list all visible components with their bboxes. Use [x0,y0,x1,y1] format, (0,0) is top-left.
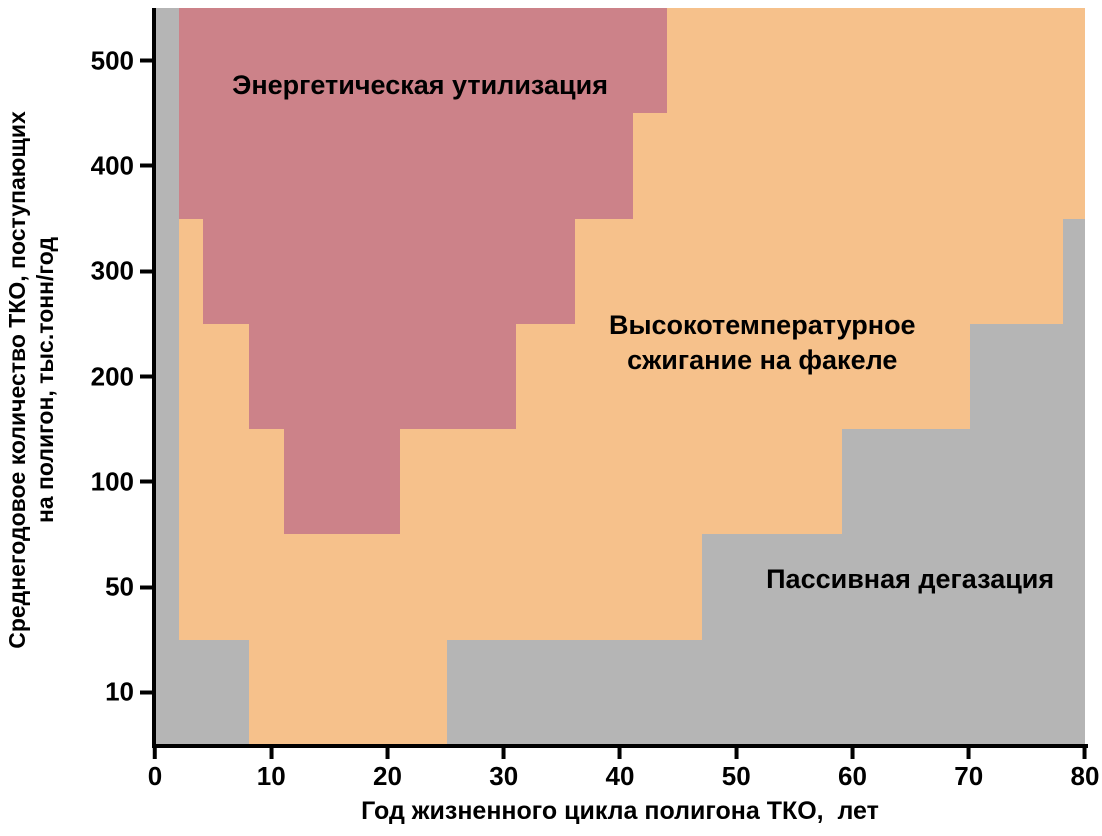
zone-label-flare-line2: сжигание на факеле [627,345,898,376]
y-tick-100: 100 [91,466,152,497]
x-tick-mark [734,748,739,759]
y-tick-200: 200 [91,361,152,392]
zone-segment-flare-band-200 [178,323,249,431]
x-tick-mark [1082,748,1087,759]
zone-segment-passive-band-300 [1061,218,1085,325]
y-tick-label: 10 [105,676,134,707]
y-tick-mark [140,585,152,590]
zone-segment-passive-band-200 [155,323,180,431]
x-tick-30: 30 [489,748,518,792]
y-tick-mark [140,58,152,63]
y-tick-mark [140,163,152,168]
x-tick-label: 60 [838,761,867,791]
y-tick-mark [140,374,152,379]
x-tick-mark [617,748,622,759]
x-tick-mark [153,748,157,759]
y-tick-300: 300 [91,256,152,287]
zone-label-passive-degassing: Пассивная дегазация [766,564,1055,594]
zone-segment-flare-band-50 [178,534,703,641]
zone-segment-passive-band-10 [445,639,1085,745]
zone-label-high-temp-flaring: Высокотемпературное сжигание на факеле [609,308,916,378]
x-axis-line [152,744,1088,748]
x-tick-label: 50 [721,761,751,791]
y-tick-mark [140,690,152,695]
y-tick-label: 400 [90,150,134,181]
y-tick-label: 100 [90,466,134,497]
zone-segment-passive-band-400 [155,113,180,220]
zone-segment-passive-band-500 [155,8,180,115]
x-tick-40: 40 [605,748,635,792]
zone-label-flare-line1: Высокотемпературное [608,310,916,340]
zone-segment-energy-band-100 [282,429,401,536]
zone-segment-passive-band-100 [155,429,180,536]
x-tick-label: 80 [1070,761,1100,791]
zone-segment-energy-band-500 [178,8,668,115]
x-tick-mark [385,748,390,759]
zone-segment-passive-band-50 [701,534,1085,641]
zone-segment-energy-band-400 [178,113,633,220]
x-tick-10: 10 [257,748,286,792]
zone-segment-flare-band-200 [515,323,970,431]
x-tick-80: 80 [1070,748,1100,792]
x-tick-label: 10 [256,761,286,791]
y-tick-500: 500 [91,45,152,76]
x-tick-label: 40 [605,761,635,791]
x-tick-label: 20 [373,761,402,791]
zone-segment-energy-band-300 [201,218,575,325]
y-axis-line [152,8,156,748]
plot-area: Энергетическая утилизация Высокотемперат… [155,8,1085,745]
zone-segment-passive-band-100 [840,429,1085,536]
x-tick-50: 50 [722,748,751,792]
y-tick-mark [140,479,152,484]
zone-segment-flare-band-500 [666,8,1085,115]
zone-segment-flare-band-100 [399,429,842,536]
x-axis-label: Год жизненного цикла полигона ТКО, лет [361,797,879,825]
zone-segment-passive-band-10 [155,639,249,745]
zone-segment-passive-band-300 [155,218,180,325]
x-axis-ticks: 0 10 20 30 40 50 60 70 80 [148,748,1099,798]
x-tick-mark [966,748,971,759]
y-tick-10: 10 [105,677,152,708]
y-tick-label: 50 [105,571,134,602]
y-tick-label: 200 [90,361,134,391]
y-tick-label: 300 [90,255,134,286]
y-tick-label: 500 [90,45,134,76]
zone-segment-energy-band-200 [248,323,517,431]
x-tick-label: 70 [954,761,984,791]
x-tick-mark [501,748,506,759]
y-tick-mark [140,269,152,274]
zone-segment-flare-band-300 [573,218,1063,325]
x-tick-20: 20 [373,748,402,792]
x-tick-mark [850,748,855,759]
x-tick-70: 70 [954,748,983,792]
zone-label-energy-utilization: Энергетическая утилизация [232,70,608,100]
x-tick-0: 0 [148,748,162,792]
x-tick-label: 30 [489,761,519,791]
y-axis-ticks: 10 50 100 200 300 400 500 [0,8,152,745]
x-tick-label: 0 [147,761,163,791]
zone-segment-flare-band-100 [178,429,284,536]
zone-segment-flare-band-10 [248,639,447,745]
x-tick-mark [269,748,274,759]
zone-segment-passive-band-200 [968,323,1085,431]
zone-segment-passive-band-50 [155,534,180,641]
zone-segment-flare-band-400 [631,113,1085,220]
x-tick-60: 60 [838,748,867,792]
y-tick-400: 400 [91,150,152,181]
y-tick-50: 50 [105,572,152,603]
zone-segment-flare-band-300 [178,218,203,325]
